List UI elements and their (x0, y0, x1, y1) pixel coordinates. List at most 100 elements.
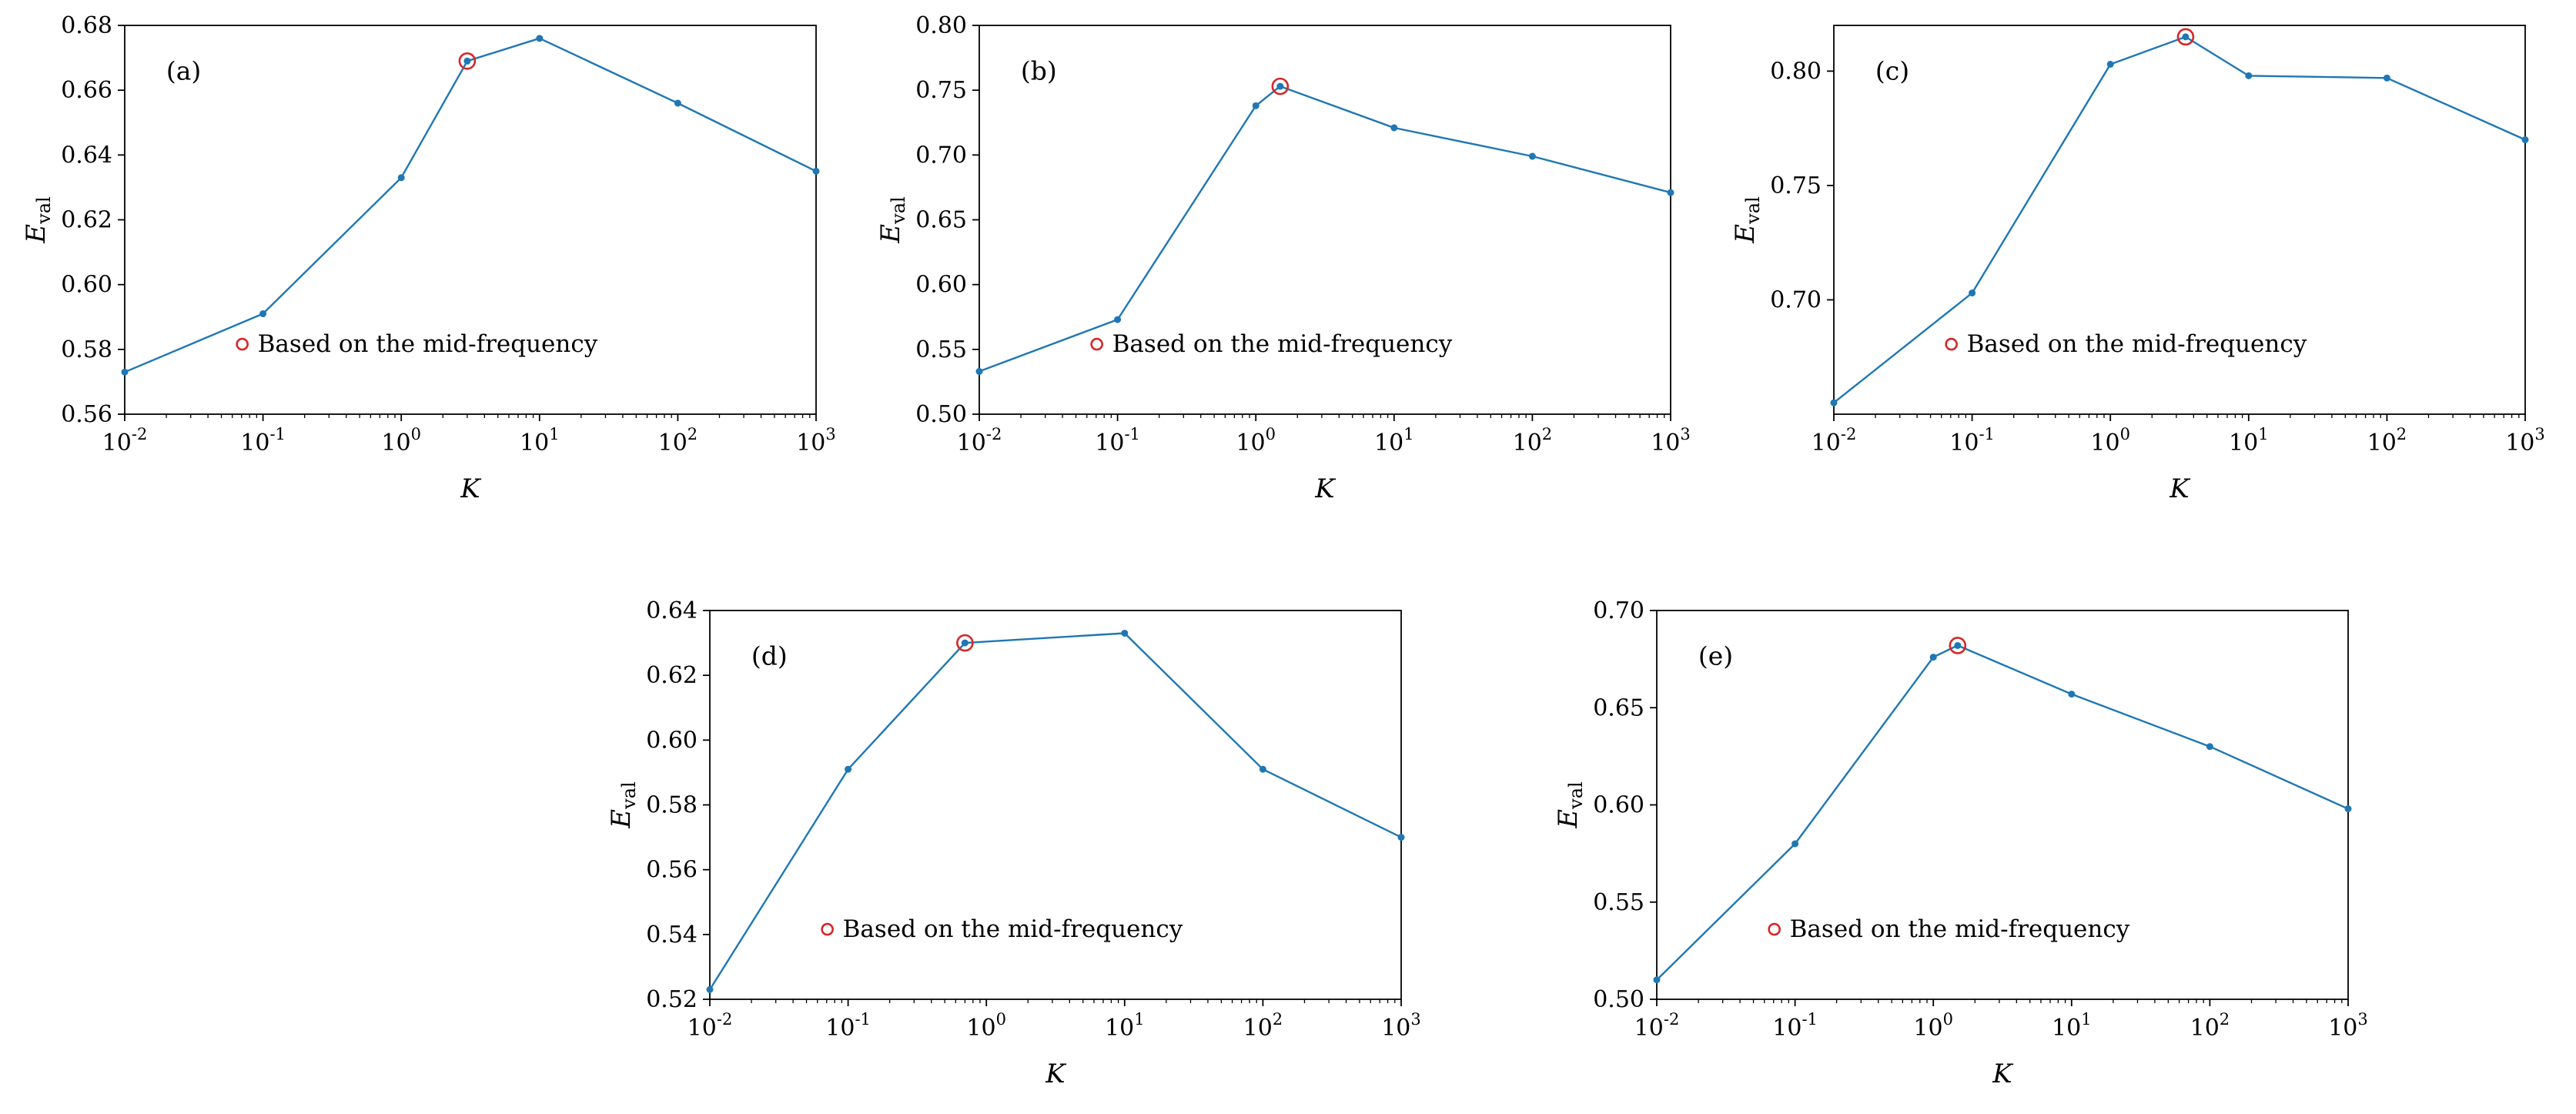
data-point-marker (845, 765, 852, 773)
x-tick-label: 100 (1236, 425, 1276, 457)
y-tick-label: 0.62 (61, 207, 112, 234)
y-tick-label: 0.60 (915, 272, 967, 299)
figure-top-row: 10-2 10-1 100 101 102 103 0.56 0.58 0.60 0.62 0.64… (0, 0, 2576, 514)
data-point-marker (121, 368, 129, 376)
x-axis-label: K (460, 473, 482, 504)
y-tick-label: 0.80 (1770, 58, 1822, 85)
legend-marker-icon (1090, 337, 1103, 351)
y-tick-label: 0.56 (61, 401, 112, 428)
y-tick-label: 0.54 (646, 922, 698, 948)
y-tick-label: 0.60 (1593, 792, 1644, 819)
legend-marker-icon (1945, 337, 1958, 351)
data-point-marker (1653, 976, 1661, 984)
highlight-circle (458, 52, 477, 70)
x-tick-label: 10-2 (1812, 425, 1857, 457)
data-point-marker (1252, 102, 1260, 109)
y-tick-label: 0.70 (1770, 286, 1822, 313)
y-axis-label: Eval (1730, 196, 1764, 243)
x-tick-label: 10-2 (1634, 1010, 1680, 1042)
data-point-marker (1121, 629, 1129, 637)
y-tick-label: 0.50 (1593, 986, 1644, 1013)
y-tick-label: 0.55 (1593, 889, 1644, 916)
data-point-marker (706, 985, 714, 993)
chart-panel-b: 10-2 10-1 100 101 102 103 0.50 0.55 0.60 0.65 0.70… (864, 6, 1695, 514)
data-line (708, 632, 1402, 991)
highlight-circle (956, 634, 974, 652)
data-point-marker (1276, 82, 1284, 90)
figure-bottom-row: 10-2 10-1 100 101 102 103 0.52 0.54 0.56 0.58 0.60… (0, 591, 2576, 1099)
x-tick-label: 102 (2367, 425, 2407, 457)
data-point-marker (1259, 765, 1266, 773)
y-tick-label: 0.70 (915, 142, 967, 169)
y-tick-label: 0.55 (915, 336, 967, 363)
x-tick-label: 102 (1243, 1010, 1283, 1042)
x-axis-label: K (2169, 473, 2191, 504)
y-tick-label: 0.70 (1593, 597, 1644, 624)
panel-label: (e) (1698, 641, 1733, 671)
chart-panel-a: 10-2 10-1 100 101 102 103 0.56 0.58 0.60 0.62 0.64… (9, 6, 841, 514)
data-point-marker (1830, 399, 1838, 406)
y-tick-label: 0.60 (61, 272, 112, 299)
highlight-circle (1949, 637, 1967, 654)
x-tick-label: 103 (2328, 1010, 2368, 1042)
data-point-marker (1954, 641, 1962, 649)
chart-panel-e-svg: 10-2 10-1 100 101 102 103 0.50 0.55 0.60 0.65 0.70… (1553, 597, 2368, 1089)
data-point-marker (975, 367, 983, 375)
y-tick-label: 0.66 (61, 77, 112, 104)
y-tick-label: 0.80 (915, 12, 967, 39)
x-tick-label: 10-1 (1949, 425, 1995, 457)
panel-label: (c) (1875, 56, 1909, 86)
y-axis-label: Eval (875, 196, 909, 243)
y-tick-label: 0.75 (915, 77, 967, 104)
y-tick-label: 0.60 (646, 727, 698, 754)
y-tick-label: 0.52 (646, 986, 698, 1013)
y-axis-label: Eval (21, 196, 55, 243)
x-tick-label: 103 (1381, 1010, 1421, 1042)
data-point-marker (463, 57, 471, 65)
data-point-marker (397, 174, 405, 182)
y-tick-label: 0.62 (646, 662, 698, 689)
legend-label: Based on the mid-frequency (1967, 330, 2307, 358)
x-tick-label: 10-1 (240, 425, 286, 457)
x-tick-label: 102 (658, 425, 698, 457)
x-tick-label: 10-1 (1095, 425, 1140, 457)
x-tick-label: 101 (1105, 1010, 1145, 1042)
plot-frame (1833, 25, 2526, 415)
data-point-marker (2245, 72, 2253, 79)
data-point-marker (2383, 74, 2390, 82)
x-tick-label: 10-2 (687, 1010, 733, 1042)
legend-marker-icon (1768, 922, 1781, 936)
x-tick-label: 100 (381, 425, 421, 457)
x-tick-label: 102 (1513, 425, 1553, 457)
y-tick-label: 0.65 (915, 207, 967, 234)
x-tick-label: 103 (796, 425, 836, 457)
y-axis-label: Eval (606, 781, 640, 828)
chart-panel-e: 10-2 10-1 100 101 102 103 0.50 0.55 0.60 0.65 0.70… (1541, 591, 2373, 1099)
highlight-circle (2176, 28, 2195, 46)
y-tick-label: 0.75 (1770, 172, 1822, 199)
data-point-marker (674, 99, 681, 107)
panel-label: (a) (166, 56, 201, 86)
data-point-marker (1397, 834, 1405, 841)
data-point-marker (1929, 654, 1937, 661)
legend-marker-icon (821, 922, 834, 936)
x-tick-label: 102 (2190, 1010, 2230, 1042)
data-point-marker (1791, 840, 1799, 848)
y-tick-label: 0.58 (646, 792, 698, 819)
y-tick-label: 0.50 (915, 401, 967, 428)
y-tick-label: 0.56 (646, 857, 698, 884)
x-tick-label: 10-2 (102, 425, 148, 457)
x-tick-label: 103 (2505, 425, 2545, 457)
legend-label: Based on the mid-frequency (1112, 330, 1453, 358)
x-tick-label: 100 (2090, 425, 2130, 457)
y-tick-label: 0.65 (1593, 694, 1644, 721)
x-axis-label: K (1992, 1059, 2014, 1089)
chart-panel-c-svg: 10-2 10-1 100 101 102 103 0.70 0.75 0.80 Eval K (c)… (1730, 25, 2545, 504)
chart-panel-b-svg: 10-2 10-1 100 101 102 103 0.50 0.55 0.60 0.65 0.70… (875, 12, 1691, 504)
x-tick-label: 10-1 (1772, 1010, 1818, 1042)
data-line (979, 85, 1671, 373)
legend-label: Based on the mid-frequency (258, 330, 598, 358)
x-tick-label: 100 (966, 1010, 1006, 1042)
x-tick-label: 10-2 (957, 425, 1002, 457)
x-axis-label: K (1045, 1059, 1067, 1089)
